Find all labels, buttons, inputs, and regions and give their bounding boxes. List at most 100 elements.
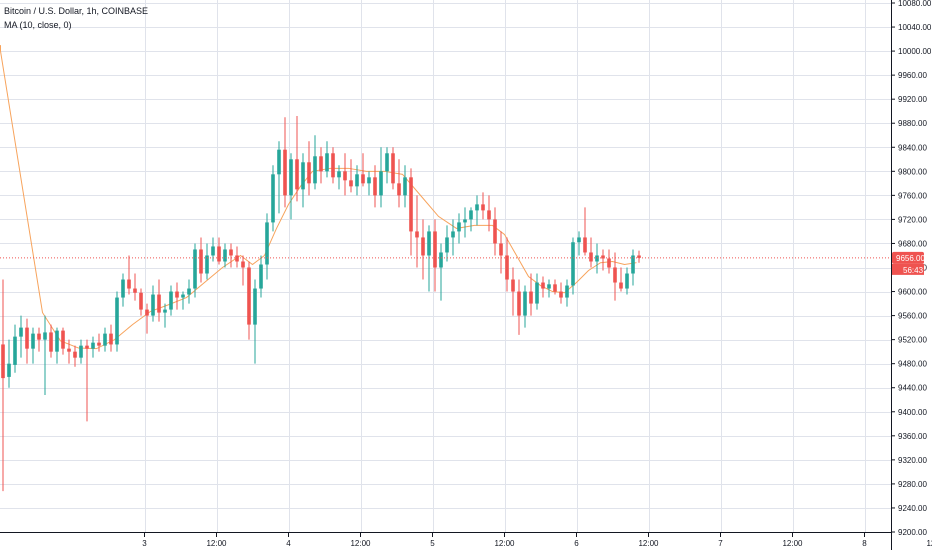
candle-body-up	[19, 327, 23, 337]
time-tick-label: 6	[574, 539, 579, 548]
candle-body-down	[361, 174, 365, 184]
price-tick-label: 9600.00	[898, 288, 927, 297]
candle-body-up	[115, 297, 119, 345]
candle-body-down	[229, 249, 233, 256]
time-tick-label: 8	[862, 539, 867, 548]
indicator-label[interactable]: MA (10, close, 0)	[4, 20, 72, 30]
candle-body-up	[181, 294, 185, 298]
last-price-badge	[892, 251, 924, 264]
candle-body-down	[409, 177, 413, 232]
candle-body-up	[211, 246, 215, 256]
candle-body-down	[397, 183, 401, 196]
candle-body-down	[319, 156, 323, 172]
time-tick-label: 12:00	[782, 539, 803, 548]
candle-body-up	[469, 210, 473, 220]
candle-body-down	[433, 231, 437, 268]
candle-body-up	[205, 255, 209, 274]
candle-body-down	[601, 255, 605, 259]
candle-body-up	[13, 336, 17, 365]
candle-body-up	[475, 204, 479, 211]
candle-body-down	[391, 153, 395, 184]
time-tick-label: 7	[718, 539, 723, 548]
candle-body-down	[583, 237, 587, 253]
candle-body-down	[67, 348, 71, 352]
candle-body-down	[541, 282, 545, 289]
price-tick-label: 9400.00	[898, 408, 927, 417]
price-tick-label: 9360.00	[898, 432, 927, 441]
candle-body-up	[337, 171, 341, 178]
candle-body-up	[535, 282, 539, 304]
candle-body-down	[505, 255, 509, 280]
candle-body-down	[613, 267, 617, 283]
candle-body-down	[109, 333, 113, 345]
candle-body-up	[187, 288, 191, 295]
candle-body-up	[463, 219, 467, 223]
candle-body-down	[1, 344, 5, 379]
time-axis[interactable]: 3 12:00 4 12:00 5 12:00 6 12:00 7 12:00 8 12:00	[0, 532, 932, 549]
candle-body-up	[289, 159, 293, 196]
candle-body-up	[7, 363, 11, 377]
candle-body-down	[49, 332, 53, 352]
candle-body-up	[79, 345, 83, 358]
candle-body-up	[121, 279, 125, 298]
candle-body-down	[97, 342, 101, 346]
candle-body-up	[103, 333, 107, 346]
price-tick-label: 9720.00	[898, 215, 927, 224]
candle-body-down	[217, 246, 221, 262]
candle-body-up	[265, 222, 269, 265]
symbol-title[interactable]: Bitcoin / U.S. Dollar, 1h, COINBASE	[4, 6, 149, 16]
price-tick-label: 9240.00	[898, 504, 927, 513]
price-axis[interactable]: 10080.00 10040.00 10000.00 9960.00 9920.00 98…	[891, 0, 932, 550]
price-tick-label: 9280.00	[898, 480, 927, 489]
price-tick-label: 9800.00	[898, 167, 927, 176]
candle-body-up	[427, 231, 431, 256]
price-tick-label: 9520.00	[898, 336, 927, 345]
candle-body-down	[553, 284, 557, 292]
candle-body-up	[595, 255, 599, 262]
candle-body-down	[343, 171, 347, 181]
candle-body-down	[511, 279, 515, 292]
price-tick-label: 9840.00	[898, 143, 927, 152]
candle-body-up	[169, 291, 173, 310]
time-tick-label: 12:00	[494, 539, 515, 548]
candle-body-down	[283, 149, 287, 196]
candle-body-down	[415, 231, 419, 238]
candle-body-up	[367, 177, 371, 184]
candle-body-up	[625, 273, 629, 289]
candle-body-down	[331, 153, 335, 178]
grid-lines	[0, 0, 891, 533]
candle-body-up	[277, 149, 281, 175]
countdown-badge	[892, 263, 924, 275]
time-tick-label: 12:00	[926, 539, 932, 548]
countdown-label: 56:43	[903, 266, 924, 275]
candle-body-up	[223, 249, 227, 262]
candle-body-down	[373, 177, 377, 196]
candle-body-down	[529, 291, 533, 304]
price-tick-label: 10080.00	[898, 0, 932, 8]
candle-body-up	[523, 291, 527, 316]
candle-body-down	[481, 204, 485, 211]
candle-body-up	[445, 237, 449, 253]
candle-body-down	[175, 291, 179, 298]
candle-body-up	[151, 294, 155, 316]
moving-average-layer	[0, 45, 637, 350]
candle-body-up	[457, 222, 461, 232]
candle-body-up	[379, 171, 383, 196]
candle-body-down	[559, 291, 563, 298]
candle-body-up	[355, 174, 359, 187]
candle-body-down	[73, 351, 77, 358]
time-tick-label: 12:00	[638, 539, 659, 548]
price-tick-label: 9760.00	[898, 191, 927, 200]
price-tick-label: 9560.00	[898, 312, 927, 321]
candle-body-up	[43, 332, 47, 340]
candle-body-down	[295, 159, 299, 190]
time-tick-label: 3	[142, 539, 147, 548]
candle-body-up	[577, 237, 581, 243]
candle-body-down	[349, 180, 353, 187]
candle-body-up	[403, 177, 407, 196]
candle-body-down	[517, 291, 521, 316]
candle-body-down	[145, 309, 149, 316]
candle-body-up	[55, 330, 59, 352]
